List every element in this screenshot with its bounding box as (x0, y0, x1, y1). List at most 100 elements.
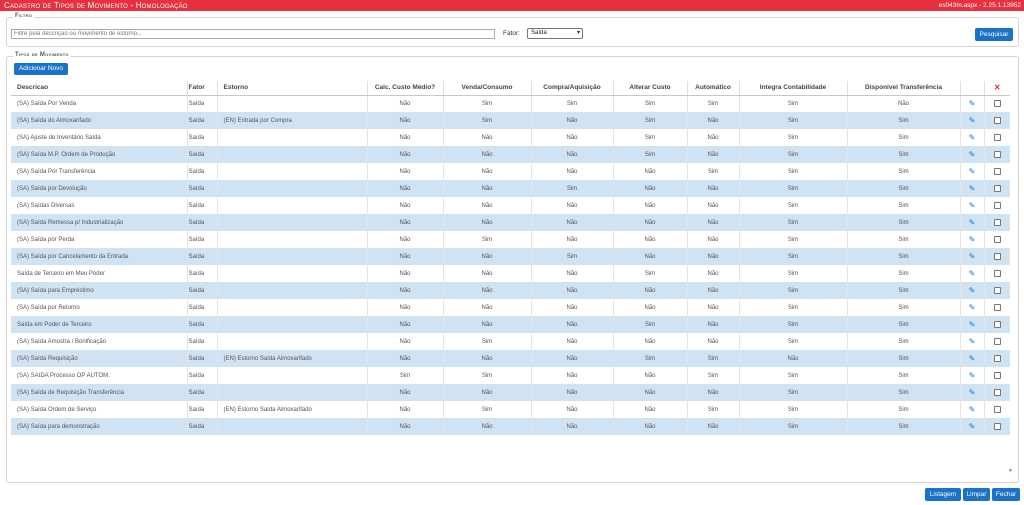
table-row[interactable]: (SA) Saída Por Venda Saída Não Sim Sim Sim Sim… (11, 95, 1010, 112)
fechar-button[interactable]: Fechar (992, 488, 1020, 501)
table-row[interactable]: (SA) SAIDA Processo OP AUTOM. Saída Sim Sim… (11, 367, 1010, 384)
cell-integra-contabilidade: Sim (738, 146, 847, 163)
pencil-icon[interactable]: ✎ (968, 405, 976, 414)
row-checkbox[interactable] (993, 269, 1001, 277)
table-row[interactable]: (SA) Saída por Cancelamento da Entrada Sa… (11, 248, 1010, 265)
col-alterar-custo[interactable]: Alterar Custo (612, 81, 687, 96)
row-checkbox[interactable] (993, 371, 1001, 379)
pencil-icon[interactable]: ✎ (968, 218, 976, 227)
col-calc-custo-medio[interactable]: Calc. Custo Médio? (366, 81, 443, 96)
pencil-icon[interactable]: ✎ (968, 303, 976, 312)
table-row[interactable]: (SA) Saída para Empréstimo Saída Não Não Não… (11, 282, 1010, 299)
row-checkbox[interactable] (993, 354, 1001, 362)
search-button[interactable]: Pesquisar (975, 28, 1013, 41)
row-checkbox[interactable] (993, 167, 1001, 175)
row-checkbox[interactable] (993, 405, 1001, 413)
cell-compra-aquisicao: Não (530, 163, 613, 180)
table-row[interactable]: (SA) Ajuste de Inventário Saída Saída Não N… (11, 129, 1010, 146)
table-row[interactable]: (SA) Saída M.P. Ordem de Produção Saída Nã… (11, 146, 1010, 163)
filter-input[interactable] (11, 29, 495, 39)
cell-automatico: Não (686, 418, 739, 435)
pencil-icon[interactable]: ✎ (968, 252, 976, 261)
pencil-icon[interactable]: ✎ (968, 269, 976, 278)
row-checkbox[interactable] (993, 133, 1001, 141)
row-checkbox[interactable] (993, 235, 1001, 243)
cell-automatico: Não (686, 112, 739, 129)
row-checkbox[interactable] (993, 184, 1001, 192)
add-new-button[interactable]: Adicionar Novo (14, 63, 68, 75)
row-checkbox[interactable] (993, 422, 1001, 430)
row-checkbox[interactable] (993, 337, 1001, 345)
table-row[interactable]: (SA) Saída por Perda Saída Não Sim Não Não Não… (11, 231, 1010, 248)
col-disponivel-transferencia[interactable]: Disponível Transferência (846, 81, 960, 96)
col-fator[interactable]: Fator (186, 81, 217, 96)
fator-label: Fator: (503, 30, 520, 37)
row-checkbox[interactable] (993, 388, 1001, 396)
scroll-down-icon[interactable]: ▼ (1008, 468, 1013, 474)
table-row[interactable]: (SA) Saída Amostra / Bonificação Saída Não… (11, 333, 1010, 350)
row-checkbox[interactable] (993, 303, 1001, 311)
row-checkbox[interactable] (993, 286, 1001, 294)
cell-compra-aquisicao: Não (530, 265, 613, 282)
cell-compra-aquisicao: Não (530, 282, 613, 299)
pencil-icon[interactable]: ✎ (968, 422, 976, 431)
cell-compra-aquisicao: Sim (530, 248, 613, 265)
pencil-icon[interactable]: ✎ (968, 286, 976, 295)
pencil-icon[interactable]: ✎ (968, 354, 976, 363)
cell-descricao: (SA) SAIDA Processo OP AUTOM. (11, 367, 187, 384)
pencil-icon[interactable]: ✎ (968, 235, 976, 244)
row-checkbox[interactable] (993, 100, 1001, 108)
cell-disponivel-transferencia: Sim (846, 180, 960, 197)
col-estorno[interactable]: Estorno (216, 81, 367, 96)
table-row[interactable]: (SA) Saída do Almoxarifado Saída (EN) Entr… (11, 112, 1010, 129)
col-automatico[interactable]: Automático (686, 81, 739, 96)
row-checkbox[interactable] (993, 150, 1001, 158)
pencil-icon[interactable]: ✎ (968, 184, 976, 193)
table-row[interactable]: (SA) Saída por Retorno Saída Não Não Não Não N… (11, 299, 1010, 316)
pencil-icon[interactable]: ✎ (968, 320, 976, 329)
table-row[interactable]: Saída em Poder de Terceiro Saída Não Não Não… (11, 316, 1010, 333)
listagem-button[interactable]: Listagem (925, 488, 961, 501)
row-checkbox[interactable] (993, 218, 1001, 226)
col-integra-contabilidade[interactable]: Integra Contabilidade (738, 81, 847, 96)
row-checkbox[interactable] (993, 252, 1001, 260)
row-checkbox[interactable] (993, 320, 1001, 328)
cell-disponivel-transferencia: Sim (846, 129, 960, 146)
table-row[interactable]: (SA) Saída de Requisição Transferência Sa… (11, 384, 1010, 401)
row-checkbox[interactable] (993, 116, 1001, 124)
cell-fator: Saída (186, 146, 217, 163)
table-row[interactable]: (SA) Saída Remessa p/ Industrialização Sa… (11, 214, 1010, 231)
table-row[interactable]: (SA) Saída Requisição Saída (EN) Estorno S… (11, 350, 1010, 367)
pencil-icon[interactable]: ✎ (968, 150, 976, 159)
table-row[interactable]: (SA) Saída para demonstração Saída Não Não N… (11, 418, 1010, 435)
pencil-icon[interactable]: ✎ (968, 388, 976, 397)
cell-automatico: Não (686, 231, 739, 248)
table-row[interactable]: (SA) Saída Ordem de Serviço Saída (EN) Est… (11, 401, 1010, 418)
select-cell (983, 248, 1010, 265)
cell-automatico: Não (686, 384, 739, 401)
pencil-icon[interactable]: ✎ (968, 133, 976, 142)
cell-fator: Saída (186, 282, 217, 299)
pencil-icon[interactable]: ✎ (968, 371, 976, 380)
pencil-icon[interactable]: ✎ (968, 99, 976, 109)
cell-venda-consumo: Sim (442, 333, 531, 350)
cell-estorno (216, 129, 367, 146)
col-venda-consumo[interactable]: Venda/Consumo (442, 81, 531, 96)
limpar-button[interactable]: Limpar (963, 488, 990, 501)
table-row[interactable]: (SA) Saída por Devolução Saída Não Não Sim Nã… (11, 180, 1010, 197)
row-checkbox[interactable] (993, 201, 1001, 209)
pencil-icon[interactable]: ✎ (968, 337, 976, 346)
col-descricao[interactable]: Descricao (11, 81, 187, 96)
pencil-icon[interactable]: ✎ (968, 116, 976, 125)
table-row[interactable]: (SA) Saídas Diversas Saída Não Não Não Não Não… (11, 197, 1010, 214)
cell-integra-contabilidade: Sim (738, 129, 847, 146)
col-compra-aquisicao[interactable]: Compra/Aquisição (530, 81, 613, 96)
pencil-icon[interactable]: ✎ (968, 201, 976, 210)
table-row[interactable]: Saída de Terceiro em Meu Poder Saída Não Nã… (11, 265, 1010, 282)
cell-automatico: Não (686, 282, 739, 299)
table-row[interactable]: (SA) Saída Por Transferência Saída Não Não N… (11, 163, 1010, 180)
fator-select[interactable]: Saída ▾ (527, 28, 583, 39)
cell-estorno (216, 248, 367, 265)
cell-alterar-custo: Sim (612, 95, 687, 112)
pencil-icon[interactable]: ✎ (968, 167, 976, 176)
